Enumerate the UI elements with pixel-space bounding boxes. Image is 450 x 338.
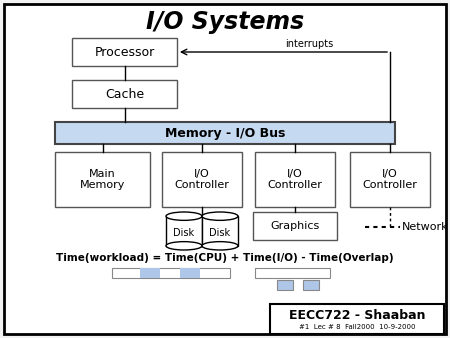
Bar <box>112 268 230 278</box>
Ellipse shape <box>202 212 238 220</box>
Bar <box>255 152 335 207</box>
Text: interrupts: interrupts <box>285 39 333 49</box>
Text: Processor: Processor <box>94 46 155 58</box>
Bar <box>140 268 160 278</box>
Text: Network: Network <box>402 222 449 232</box>
Text: Disk: Disk <box>209 228 230 238</box>
Text: I/O
Controller: I/O Controller <box>268 169 323 190</box>
Text: I/O Systems: I/O Systems <box>146 10 304 34</box>
Text: I/O
Controller: I/O Controller <box>363 169 418 190</box>
Text: Cache: Cache <box>105 88 144 100</box>
Text: Time(workload) = Time(CPU) + Time(I/O) - Time(Overlap): Time(workload) = Time(CPU) + Time(I/O) -… <box>56 253 394 263</box>
Bar <box>270 304 444 334</box>
Bar <box>180 268 200 278</box>
Ellipse shape <box>166 242 202 250</box>
Bar <box>202 216 238 246</box>
Bar <box>72 80 177 108</box>
Bar <box>255 268 330 278</box>
Bar <box>350 152 430 207</box>
Bar <box>253 212 337 240</box>
Text: Main
Memory: Main Memory <box>80 169 125 190</box>
Bar <box>55 152 150 207</box>
Text: EECC722 - Shaaban: EECC722 - Shaaban <box>289 309 425 322</box>
Text: Memory - I/O Bus: Memory - I/O Bus <box>165 126 285 140</box>
Bar <box>166 216 202 246</box>
Text: I/O
Controller: I/O Controller <box>175 169 230 190</box>
Bar <box>55 122 395 144</box>
Ellipse shape <box>166 212 202 220</box>
Bar <box>72 38 177 66</box>
Text: #1  Lec # 8  Fall2000  10-9-2000: #1 Lec # 8 Fall2000 10-9-2000 <box>299 324 415 331</box>
Bar <box>277 280 293 290</box>
Text: Graphics: Graphics <box>270 221 320 231</box>
Bar <box>162 152 242 207</box>
Bar <box>303 280 319 290</box>
Ellipse shape <box>202 242 238 250</box>
Text: Disk: Disk <box>173 228 194 238</box>
